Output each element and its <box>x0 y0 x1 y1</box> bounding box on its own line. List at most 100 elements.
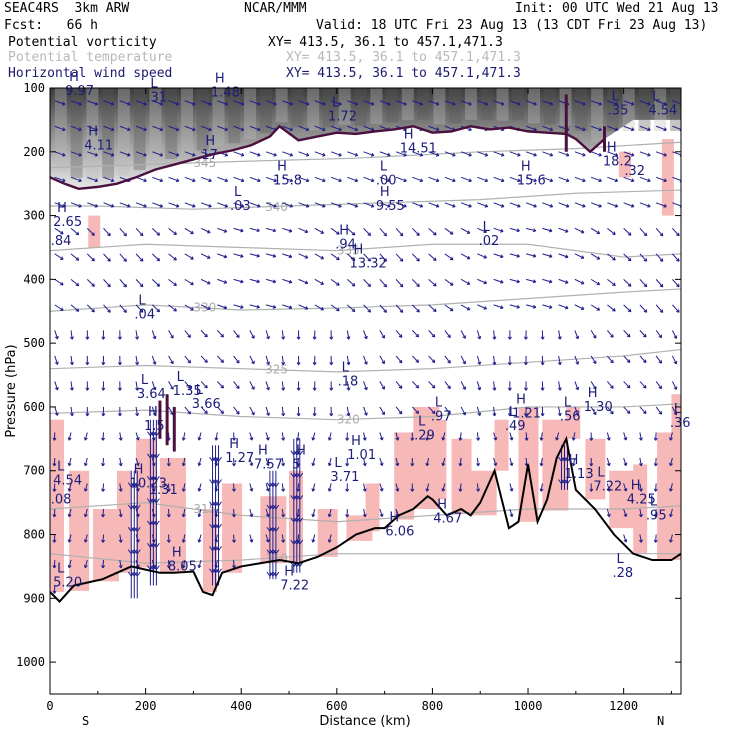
wind-vector <box>346 330 351 340</box>
pv-extremum-value: .28 <box>612 566 633 581</box>
wind-vector <box>460 176 472 183</box>
wind-vector <box>184 406 191 415</box>
plume-wind-vector <box>215 445 222 586</box>
wind-vector <box>282 176 294 183</box>
wind-vector <box>265 534 270 543</box>
pv-shading-streak <box>528 88 541 124</box>
wind-vector <box>200 355 208 363</box>
wind-vector <box>200 381 208 389</box>
wind-vector <box>87 151 99 157</box>
wind-vector <box>669 508 673 518</box>
pv-extremum-value: 14.51 <box>400 142 437 157</box>
wind-vector <box>476 381 482 391</box>
wind-vector <box>669 457 673 467</box>
wind-vector <box>197 432 202 441</box>
wind-vector <box>395 457 400 467</box>
wind-vector <box>265 278 277 284</box>
wind-vector <box>557 381 562 391</box>
theta-contour-310 <box>50 553 681 564</box>
wind-vector <box>379 432 384 441</box>
wind-vector <box>265 432 270 441</box>
wind-vector <box>118 559 123 569</box>
wind-vector <box>298 176 310 183</box>
wind-vector <box>282 151 294 157</box>
wind-vector <box>168 304 177 312</box>
wind-vector <box>379 457 384 466</box>
pv-shading-streak <box>165 88 178 159</box>
wind-vector <box>101 432 106 441</box>
wind-vector <box>606 355 614 364</box>
wind-vector <box>477 151 489 157</box>
pv-shading-streak <box>417 88 430 120</box>
org-label: NCAR/MMM <box>244 1 307 16</box>
pv-extremum-type: L <box>57 561 65 576</box>
wind-vector <box>539 483 544 492</box>
wind-vector <box>265 151 277 157</box>
wind-vector <box>197 483 202 492</box>
wind-vector <box>52 483 57 492</box>
wind-vector <box>232 508 236 518</box>
wind-vector <box>54 381 59 391</box>
wind-vector <box>493 100 505 106</box>
wind-vector <box>458 432 463 441</box>
wind-vector <box>411 227 420 237</box>
valid-time: Valid: 18 UTC Fri 23 Aug 13 (13 CDT Fri … <box>316 18 708 33</box>
wind-vector <box>83 534 88 543</box>
wind-vector <box>83 432 88 441</box>
wind-vector <box>379 508 384 517</box>
wind-vector <box>117 355 122 366</box>
wind-vector <box>671 330 678 339</box>
pv-positive-shading <box>609 470 636 529</box>
y-tick-label: 1000 <box>16 655 45 669</box>
wind-vector <box>135 304 144 313</box>
pv-positive-shading <box>69 470 90 591</box>
wind-vector <box>200 253 211 259</box>
wind-vector <box>607 202 619 208</box>
x-axis-label: Distance (km) <box>319 714 410 729</box>
wind-vector <box>655 355 663 364</box>
wind-vector <box>184 100 196 106</box>
wind-vector <box>525 151 537 157</box>
wind-vector <box>200 100 212 106</box>
wind-vector <box>118 432 123 441</box>
wind-vector <box>184 253 194 260</box>
wind-vector <box>571 432 576 441</box>
pv-extremum-type: L <box>196 383 204 398</box>
wind-vector <box>606 432 611 441</box>
wind-vector <box>249 176 261 183</box>
wind-vector <box>623 483 628 492</box>
wind-vector <box>327 534 332 543</box>
wind-vector <box>379 253 387 262</box>
wind-vector <box>101 355 106 366</box>
wind-vector <box>197 559 202 569</box>
wind-vector <box>477 304 487 310</box>
wind-vector <box>477 278 487 285</box>
wind-vector <box>249 151 261 157</box>
wind-vector <box>477 253 487 259</box>
pv-extremum-type: L <box>141 373 149 388</box>
wind-vector <box>574 330 580 340</box>
pv-shading-streak <box>638 88 651 132</box>
pv-extremum-type: H <box>339 223 349 238</box>
wind-vector <box>67 534 72 543</box>
wind-vector <box>509 176 521 183</box>
wind-vector <box>590 125 602 132</box>
wind-vector <box>85 406 90 417</box>
wind-vector <box>379 355 385 365</box>
wind-vector <box>327 457 332 467</box>
wind-vector <box>135 330 140 340</box>
wind-vector <box>233 151 245 157</box>
pv-extremum-value: 9.97 <box>65 84 94 99</box>
y-tick-label: 400 <box>23 272 45 286</box>
wind-vector <box>655 304 664 313</box>
wind-vector <box>232 534 236 543</box>
wind-vector <box>181 432 186 441</box>
wind-vector <box>363 381 368 391</box>
wind-vector <box>639 304 648 313</box>
wind-vector <box>492 330 497 340</box>
pv-extremum-value: 1.31 <box>149 483 178 498</box>
plume-wind-vector <box>146 419 154 586</box>
pv-positive-shading <box>93 509 120 582</box>
wind-vector <box>606 381 614 389</box>
wind-vector <box>69 330 74 340</box>
